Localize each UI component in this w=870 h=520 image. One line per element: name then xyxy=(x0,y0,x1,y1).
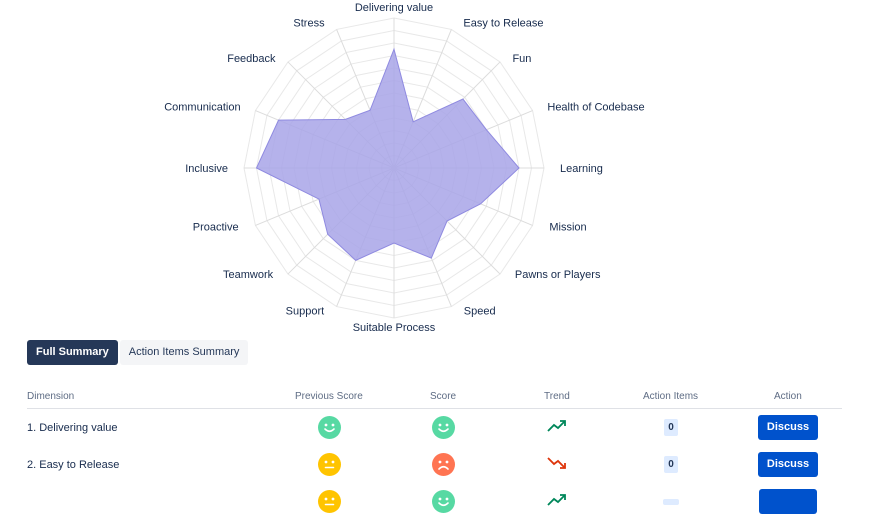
table-body: 1. Delivering value 0 Discuss 2. Easy to Re… xyxy=(27,409,842,520)
action-cell: Discuss xyxy=(753,409,823,446)
previous-score-cell xyxy=(309,483,349,520)
score-sad-face-icon xyxy=(431,453,455,476)
dimension-label: 2. Easy to Release xyxy=(27,458,120,471)
header-score: Score xyxy=(430,391,457,402)
radar-axis-label: Easy to Release xyxy=(463,17,543,29)
radar-axis-label: Stress xyxy=(293,17,325,29)
action-items-cell xyxy=(651,483,691,520)
trend-cell xyxy=(537,483,577,520)
score-cell xyxy=(423,409,463,446)
radar-axis-label: Support xyxy=(286,306,325,318)
radar-series-area xyxy=(255,47,520,261)
trend-cell xyxy=(537,409,577,446)
previous-score-cell xyxy=(309,409,349,446)
dimension-cell: 2. Easy to Release xyxy=(27,446,277,483)
radar-axis-label: Pawns or Players xyxy=(515,269,601,281)
trend-up-icon xyxy=(547,493,567,510)
score-cell xyxy=(423,483,463,520)
summary-table: Dimension Previous Score Score Trend Act… xyxy=(27,388,842,520)
radar-axis-label: Suitable Process xyxy=(353,322,436,334)
discuss-button[interactable]: Discuss xyxy=(757,452,819,477)
previous-score-neutral-face-icon xyxy=(317,490,341,513)
score-cell xyxy=(423,446,463,483)
action-cell xyxy=(753,483,823,520)
header-action: Action xyxy=(774,391,802,402)
radar-axis-label: Fun xyxy=(512,53,531,65)
radar-axis-label: Inclusive xyxy=(185,163,228,175)
dimension-cell xyxy=(27,483,277,520)
table-row xyxy=(27,483,842,520)
trend-cell xyxy=(537,446,577,483)
header-dimension: Dimension xyxy=(27,391,75,402)
radar-axis-label: Health of Codebase xyxy=(547,102,644,114)
radar-axis-label: Learning xyxy=(560,163,603,175)
tab-full-summary[interactable]: Full Summary xyxy=(27,340,118,365)
score-happy-face-icon xyxy=(431,490,455,513)
action-cell: Discuss xyxy=(753,446,823,483)
dimension-cell: 1. Delivering value xyxy=(27,409,277,446)
action-items-cell: 0 xyxy=(651,409,691,446)
action-items-count: 0 xyxy=(664,456,678,473)
header-previous-score: Previous Score xyxy=(295,391,363,402)
table-row: 1. Delivering value 0 Discuss xyxy=(27,409,842,446)
action-items-count xyxy=(663,498,679,505)
dimension-label: 1. Delivering value xyxy=(27,421,118,434)
discuss-button[interactable] xyxy=(759,489,817,514)
table-header: Dimension Previous Score Score Trend Act… xyxy=(27,388,842,409)
table-row: 2. Easy to Release 0 Discuss xyxy=(27,446,842,483)
action-items-cell: 0 xyxy=(651,446,691,483)
radar-axis-label: Teamwork xyxy=(223,269,274,281)
trend-up-icon xyxy=(547,419,567,436)
header-action-items: Action Items xyxy=(643,391,699,402)
radar-chart: Delivering value Easy to Release Fun Health… xyxy=(164,2,644,334)
discuss-button[interactable]: Discuss xyxy=(757,415,819,440)
previous-score-neutral-face-icon xyxy=(317,453,341,476)
trend-down-icon xyxy=(547,456,567,473)
previous-score-happy-face-icon xyxy=(317,416,341,439)
header-trend: Trend xyxy=(544,391,570,402)
summary-tabs: Full Summary Action Items Summary xyxy=(27,340,249,365)
action-items-count: 0 xyxy=(664,419,678,436)
radar-axis-label: Communication xyxy=(164,102,240,114)
score-happy-face-icon xyxy=(431,416,455,439)
radar-axis-label: Feedback xyxy=(227,53,276,65)
tab-action-items-summary[interactable]: Action Items Summary xyxy=(119,340,249,365)
previous-score-cell xyxy=(309,446,349,483)
radar-axis-label: Mission xyxy=(549,221,586,233)
radar-axis-label: Delivering value xyxy=(355,2,433,14)
radar-axis-label: Proactive xyxy=(193,221,239,233)
radar-axis-label: Speed xyxy=(464,306,496,318)
